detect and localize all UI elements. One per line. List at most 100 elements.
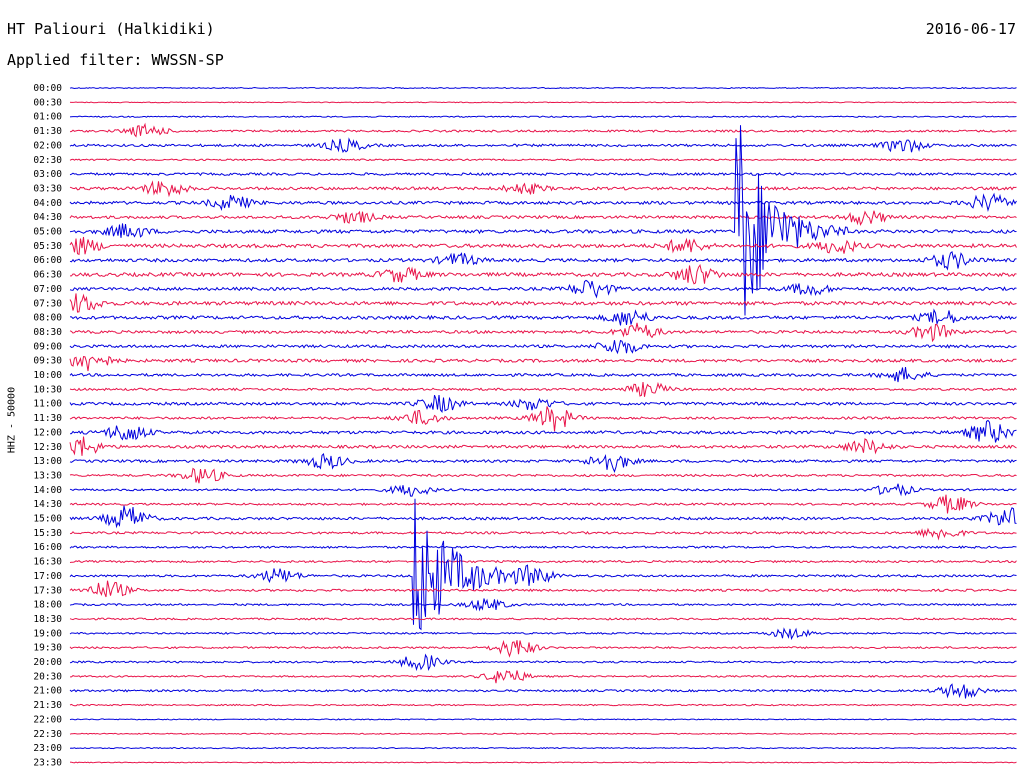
trace-row-0130 [69, 122, 1017, 138]
tick-label: 20:00 [33, 657, 62, 668]
tick-label: 09:00 [33, 341, 62, 352]
tick-label: 13:00 [33, 456, 62, 467]
trace-row-2200 [69, 718, 1017, 721]
trace-row-1200 [69, 419, 1017, 443]
trace-row-0830 [69, 322, 1017, 343]
trace-row-0230 [69, 158, 1017, 162]
tick-label: 01:00 [33, 112, 62, 123]
tick-label: 01:30 [33, 126, 62, 137]
trace-row-0430 [69, 210, 1017, 227]
tick-label: 11:00 [33, 399, 62, 410]
tick-label: 12:30 [33, 442, 62, 453]
trace-row-1830 [69, 617, 1017, 621]
trace-row-1000 [69, 366, 1017, 383]
tick-label: 14:30 [33, 499, 62, 510]
filter-label: Applied filter: WWSSN-SP [7, 51, 224, 69]
trace-row-0100 [69, 115, 1017, 118]
trace-row-0500 [69, 125, 1017, 316]
tick-label: 19:00 [33, 628, 62, 639]
tick-label: 07:00 [33, 284, 62, 295]
trace-row-2300 [69, 747, 1017, 750]
tick-label: 06:30 [33, 270, 62, 281]
trace-row-0700 [69, 279, 1017, 299]
tick-label: 02:00 [33, 140, 62, 151]
trace-row-1930 [69, 639, 1017, 658]
tick-label: 13:30 [33, 470, 62, 481]
trace-row-0900 [69, 339, 1017, 355]
trace-row-1400 [69, 483, 1017, 497]
trace-row-2130 [69, 703, 1017, 707]
tick-label: 22:00 [33, 714, 62, 725]
trace-row-1300 [69, 453, 1017, 474]
tick-label: 05:30 [33, 241, 62, 252]
trace-row-0530 [69, 236, 1017, 256]
tick-label: 10:00 [33, 370, 62, 381]
tick-label: 00:00 [33, 83, 62, 94]
station-title: HT Paliouri (Halkidiki) [7, 20, 215, 38]
trace-row-0300 [69, 172, 1017, 177]
tick-label: 08:30 [33, 327, 62, 338]
tick-label: 16:30 [33, 557, 62, 568]
tick-label: 18:30 [33, 614, 62, 625]
trace-row-1230 [69, 436, 1017, 456]
trace-row-0600 [69, 251, 1017, 271]
tick-label: 07:30 [33, 298, 62, 309]
trace-row-2330 [69, 761, 1017, 764]
trace-row-1530 [69, 527, 1017, 541]
tick-label: 03:30 [33, 183, 62, 194]
tick-label: 10:30 [33, 384, 62, 395]
trace-row-2000 [69, 653, 1017, 672]
trace-row-0730 [69, 293, 1017, 313]
tick-label: 05:00 [33, 227, 62, 238]
trace-row-0630 [70, 264, 1017, 285]
trace-row-1730 [69, 580, 1017, 598]
tick-label: 02:30 [33, 155, 62, 166]
tick-label: 04:30 [33, 212, 62, 223]
trace-row-0000 [69, 86, 1017, 90]
tick-label: 21:30 [33, 700, 62, 711]
trace-row-0030 [69, 101, 1017, 104]
trace-row-1600 [69, 545, 1017, 550]
trace-row-2100 [69, 683, 1017, 699]
trace-row-1700 [69, 498, 1017, 631]
tick-label: 17:00 [33, 571, 62, 582]
tick-label: 06:00 [33, 255, 62, 266]
tick-label: 09:30 [33, 356, 62, 367]
tick-label: 14:00 [33, 485, 62, 496]
trace-row-1500 [69, 505, 1017, 529]
tick-label: 16:00 [33, 542, 62, 553]
tick-labels: 00:00 00:30 01:00 01:30 02:00 02:30 03:00 03:30… [33, 83, 62, 768]
tick-label: 12:00 [33, 427, 62, 438]
date-label: 2016-06-17 [925, 20, 1016, 38]
trace-row-2230 [69, 732, 1017, 735]
trace-row-1800 [69, 598, 1017, 612]
tick-label: 03:00 [33, 169, 62, 180]
trace-row-1130 [69, 406, 1017, 432]
trace-group [69, 86, 1017, 764]
trace-row-1900 [69, 627, 1017, 641]
trace-row-0930 [69, 355, 1017, 372]
tick-label: 15:30 [33, 528, 62, 539]
trace-row-0200 [69, 137, 1017, 154]
tick-label: 21:00 [33, 686, 62, 697]
tick-label: 11:30 [33, 413, 62, 424]
trace-row-1330 [69, 467, 1017, 484]
tick-label: 04:00 [33, 198, 62, 209]
tick-label: 23:30 [33, 757, 62, 768]
trace-row-2030 [70, 670, 1017, 684]
tick-label: 20:30 [33, 671, 62, 682]
trace-row-1630 [69, 559, 1017, 564]
tick-label: 08:00 [33, 313, 62, 324]
trace-row-0800 [69, 308, 1017, 326]
trace-row-1100 [69, 394, 1017, 414]
tick-label: 00:30 [33, 97, 62, 108]
tick-label: 19:30 [33, 643, 62, 654]
trace-row-1430 [69, 494, 1017, 514]
trace-row-1030 [69, 381, 1017, 397]
tick-label: 18:00 [33, 600, 62, 611]
tick-label: 17:30 [33, 585, 62, 596]
trace-row-0330 [69, 180, 1017, 198]
tick-label: 22:30 [33, 729, 62, 740]
trace-row-0400 [69, 192, 1017, 212]
